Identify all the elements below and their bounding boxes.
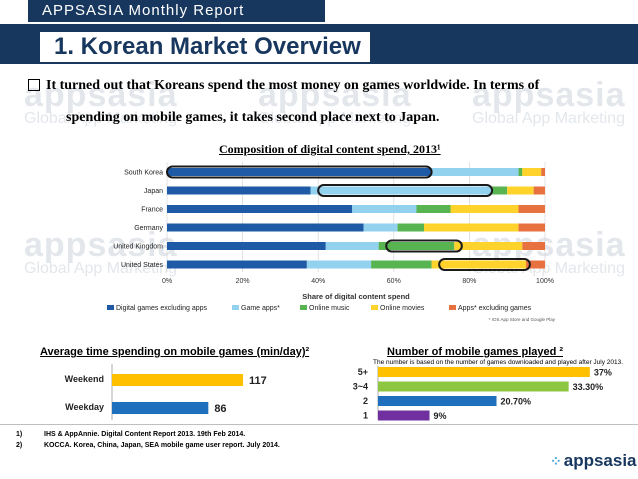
legend-label: Online movies xyxy=(380,305,425,312)
bar xyxy=(378,381,569,392)
category-label: Weekday xyxy=(65,402,104,412)
bar-segment xyxy=(424,223,519,232)
category-label: 3~4 xyxy=(353,382,368,392)
bar-segment xyxy=(167,260,307,269)
time-spending-chart: Weekend 117 Weekday 86 xyxy=(65,364,267,420)
highlight-outline xyxy=(438,258,531,271)
bar-segment xyxy=(522,242,545,250)
digital-content-spend-chart: 0% 20% 40% 60% 80% 100% Share of digital conte… xyxy=(107,162,556,322)
data-label: 20.70% xyxy=(501,397,532,407)
checkbox-bullet-icon xyxy=(28,78,40,91)
category-label: Japan xyxy=(144,188,163,195)
footnotes: 1) IHS & AppAnnie. Digital Content Report… xyxy=(16,429,280,451)
x-tick-label: 40% xyxy=(311,278,325,285)
category-label: 5+ xyxy=(358,367,368,377)
bar-segment xyxy=(325,242,379,250)
bar-segment xyxy=(167,223,364,232)
bar-segment xyxy=(378,242,455,250)
bar-segment xyxy=(352,205,417,213)
bar xyxy=(378,367,590,377)
x-tick-label: 100% xyxy=(536,278,554,285)
intro-line-2: spending on mobile games, it takes secon… xyxy=(66,110,440,125)
data-label: 33.30% xyxy=(573,382,604,392)
bar-segment xyxy=(363,223,398,232)
footnote-1: 1) IHS & AppAnnie. Digital Content Report… xyxy=(16,431,246,438)
bar-segment xyxy=(371,260,432,269)
bar-segment xyxy=(431,260,527,269)
bar-segment xyxy=(526,260,545,269)
bar-segment xyxy=(518,168,523,176)
highlight-outline xyxy=(385,239,463,253)
category-label: United Kingdom xyxy=(113,244,163,251)
x-tick-label: 80% xyxy=(462,278,476,285)
footer-divider xyxy=(0,424,638,425)
category-label: Weekend xyxy=(65,374,104,384)
x-tick-label: 0% xyxy=(162,278,172,285)
legend-swatch xyxy=(107,305,114,310)
chart3-note: The number is based on the number of gam… xyxy=(373,359,624,366)
bar-segment xyxy=(518,223,545,232)
category-label: 2 xyxy=(363,396,368,406)
highlight-outline xyxy=(317,184,494,197)
category-label: United States xyxy=(121,262,164,269)
bar-segment xyxy=(167,242,326,250)
data-label: 37% xyxy=(594,368,612,378)
data-label: 86 xyxy=(214,403,226,415)
logo-dots-icon: ⁘ xyxy=(550,453,562,469)
bar-segment xyxy=(167,186,311,195)
bar xyxy=(112,402,209,414)
category-label: France xyxy=(141,207,163,214)
category-label: 1 xyxy=(363,411,368,421)
bar-segment xyxy=(167,205,353,213)
bar xyxy=(112,374,244,386)
bar xyxy=(378,410,430,421)
x-tick-label: 20% xyxy=(236,278,250,285)
chart3-title: Number of mobile games played ² xyxy=(387,346,564,358)
bar-segment xyxy=(454,242,523,250)
x-axis-label: Share of digital content spend xyxy=(302,292,410,301)
legend-swatch xyxy=(371,305,378,310)
category-label: South Korea xyxy=(124,170,163,177)
footnote-2: 2) KOCCA. Korea, China, Japan, SEA mobile… xyxy=(16,442,280,449)
data-label: 117 xyxy=(249,375,267,387)
page-title: 1. Korean Market Overview xyxy=(40,32,370,62)
x-tick-label: 60% xyxy=(387,278,401,285)
legend-label: Digital games excluding apps xyxy=(116,305,208,312)
legend-swatch xyxy=(232,305,239,310)
bar-segment xyxy=(507,186,534,195)
footer-logo: ⁘ appsasia xyxy=(550,451,637,471)
bar-segment xyxy=(310,186,493,195)
bar-segment xyxy=(522,168,542,176)
bar-segment xyxy=(416,205,451,213)
bar-segment xyxy=(431,168,519,176)
intro-line-1: It turned out that Koreans spend the mos… xyxy=(46,78,540,93)
legend-label: Online music xyxy=(309,305,350,312)
bar-segment xyxy=(450,205,519,213)
intro-text: It turned out that Koreans spend the mos… xyxy=(28,70,608,134)
legend-label: Game apps* xyxy=(241,305,280,312)
category-label: Germany xyxy=(134,225,163,232)
bar-segment xyxy=(533,186,545,195)
chart2-title: Average time spending on mobile games (m… xyxy=(40,346,310,358)
bar-segment xyxy=(541,168,545,176)
legend-label: Apps* excluding games xyxy=(458,305,532,312)
highlight-outline xyxy=(166,165,433,179)
bar-segment xyxy=(167,168,432,176)
games-played-chart: 5+ 37% 3~4 33.30% 2 20.70% 1 9% xyxy=(353,366,612,421)
bar xyxy=(378,396,497,406)
chart1-title: Composition of digital content spend, 20… xyxy=(219,142,441,156)
bar-segment xyxy=(518,205,545,213)
bar-segment xyxy=(306,260,372,269)
report-tag: APPSASIA Monthly Report xyxy=(28,0,325,22)
bar-segment xyxy=(492,186,508,195)
footer-logo-text: appsasia xyxy=(563,451,637,470)
data-label: 9% xyxy=(434,411,447,421)
legend-swatch xyxy=(300,305,307,310)
legend-swatch xyxy=(449,305,456,310)
bar-segment xyxy=(397,223,425,232)
chart-note: * IOS App Store and Google Play xyxy=(489,317,556,322)
